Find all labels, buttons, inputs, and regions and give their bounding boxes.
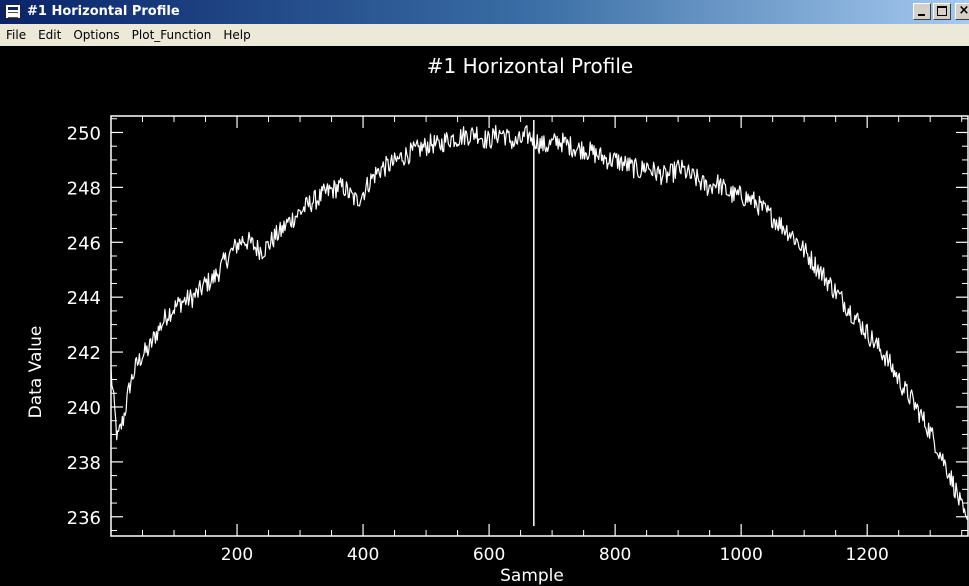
chart-title: #1 Horizontal Profile — [427, 54, 634, 78]
plot-frame — [110, 115, 969, 537]
menu-options[interactable]: Options — [73, 28, 120, 42]
y-tick-label: 240 — [67, 398, 101, 419]
y-tick-label: 246 — [67, 233, 101, 254]
plot-area[interactable]: #1 Horizontal Profile Sample Data Value … — [0, 46, 969, 586]
x-tick-label: 1000 — [720, 545, 763, 565]
x-tick-label: 600 — [473, 545, 505, 565]
window-controls: × — [913, 3, 969, 21]
menu-edit[interactable]: Edit — [38, 28, 62, 42]
menu-help[interactable]: Help — [223, 28, 251, 42]
axis-ticks — [111, 116, 968, 536]
menu-file[interactable]: File — [6, 28, 27, 42]
close-button[interactable]: × — [955, 3, 969, 20]
profile-line — [110, 125, 968, 521]
profile-chart[interactable]: #1 Horizontal Profile Sample Data Value … — [0, 46, 969, 586]
series-group — [110, 125, 968, 521]
menu-plot-function[interactable]: Plot_Function — [131, 28, 212, 42]
axes — [110, 115, 969, 537]
minimize-button[interactable] — [913, 3, 931, 20]
maximize-button[interactable] — [933, 3, 951, 20]
x-axis-label: Sample — [500, 566, 564, 586]
y-tick-label: 238 — [67, 453, 101, 474]
y-tick-label: 250 — [67, 123, 101, 144]
menu-bar: File Edit Options Plot_Function Help — [0, 24, 969, 46]
window-icon[interactable] — [5, 4, 21, 19]
y-tick-label: 248 — [67, 178, 101, 199]
x-tick-label: 400 — [347, 545, 379, 565]
y-tick-label: 236 — [67, 508, 101, 529]
title-bar[interactable]: #1 Horizontal Profile × — [0, 0, 969, 24]
y-tick-label: 242 — [67, 343, 101, 364]
window-title: #1 Horizontal Profile — [27, 4, 180, 19]
x-tick-label: 800 — [599, 545, 631, 565]
x-tick-label: 200 — [221, 545, 253, 565]
tick-labels: 200 400 600 800 1000 1200 236 238 240 242 244 246 24… — [67, 123, 889, 565]
y-tick-label: 244 — [67, 288, 101, 309]
y-axis-label: Data Value — [26, 326, 46, 419]
x-tick-label: 1200 — [846, 545, 889, 565]
